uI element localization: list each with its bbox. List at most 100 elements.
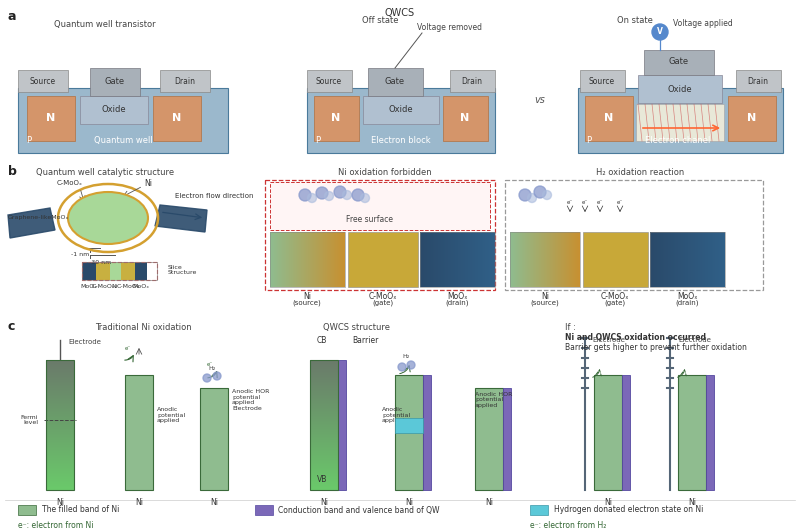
Bar: [660, 232, 661, 287]
Bar: [46, 444, 74, 445]
Bar: [538, 232, 539, 287]
Bar: [699, 232, 700, 287]
Bar: [310, 483, 338, 484]
Bar: [698, 232, 699, 287]
Text: e⁻: e⁻: [617, 200, 623, 205]
Text: P: P: [315, 136, 320, 145]
Text: (source): (source): [530, 299, 559, 305]
Bar: [476, 232, 477, 287]
Bar: [297, 232, 298, 287]
Bar: [707, 232, 708, 287]
Bar: [310, 430, 338, 431]
Bar: [310, 389, 338, 390]
Bar: [477, 232, 478, 287]
Bar: [305, 232, 306, 287]
Text: Electron flow direction: Electron flow direction: [175, 193, 254, 199]
Bar: [309, 232, 310, 287]
Bar: [333, 232, 334, 287]
Bar: [310, 360, 338, 361]
Bar: [46, 425, 74, 426]
Bar: [46, 438, 74, 439]
Bar: [310, 457, 338, 458]
Text: Ni: Ni: [405, 498, 413, 507]
Text: Quantum well catalytic structure: Quantum well catalytic structure: [36, 168, 174, 177]
Bar: [314, 96, 359, 141]
Bar: [46, 406, 74, 407]
Text: P: P: [26, 136, 31, 145]
Bar: [662, 232, 663, 287]
Bar: [310, 364, 338, 365]
Bar: [331, 232, 332, 287]
Text: MoOₓ: MoOₓ: [81, 284, 98, 289]
Bar: [685, 232, 686, 287]
Bar: [536, 232, 537, 287]
Bar: [545, 232, 546, 287]
Bar: [567, 232, 568, 287]
Bar: [722, 232, 723, 287]
Bar: [323, 232, 324, 287]
Bar: [46, 370, 74, 371]
Bar: [527, 232, 528, 287]
Bar: [46, 429, 74, 430]
Circle shape: [352, 189, 364, 201]
Bar: [542, 232, 543, 287]
Text: Ni: Ni: [688, 498, 696, 507]
Bar: [310, 439, 338, 440]
Bar: [484, 232, 485, 287]
Bar: [518, 232, 519, 287]
Bar: [443, 232, 444, 287]
Bar: [510, 232, 511, 287]
Bar: [46, 427, 74, 428]
Bar: [462, 232, 463, 287]
Bar: [529, 232, 530, 287]
Bar: [489, 232, 490, 287]
Bar: [310, 367, 338, 368]
Bar: [310, 375, 338, 376]
Bar: [721, 232, 722, 287]
Bar: [310, 406, 338, 407]
Text: Ni: Ni: [320, 498, 328, 507]
Circle shape: [652, 24, 668, 40]
Bar: [719, 232, 720, 287]
Bar: [460, 232, 461, 287]
Bar: [310, 450, 338, 451]
Bar: [46, 482, 74, 483]
Circle shape: [325, 191, 334, 200]
Bar: [310, 474, 338, 475]
Bar: [46, 393, 74, 394]
Text: Source: Source: [589, 76, 615, 85]
Bar: [46, 401, 74, 402]
Bar: [310, 444, 338, 445]
Bar: [310, 379, 338, 380]
Bar: [555, 232, 556, 287]
Bar: [426, 232, 427, 287]
Bar: [720, 232, 721, 287]
Bar: [46, 396, 74, 397]
Text: V: V: [657, 28, 663, 37]
Bar: [688, 232, 689, 287]
Bar: [46, 384, 74, 385]
Polygon shape: [8, 208, 55, 238]
Bar: [531, 232, 532, 287]
Bar: [679, 232, 680, 287]
Bar: [46, 416, 74, 417]
Bar: [329, 232, 330, 287]
Text: Hydrogen donated electron state on Ni: Hydrogen donated electron state on Ni: [554, 506, 703, 515]
Bar: [724, 232, 725, 287]
Bar: [543, 232, 544, 287]
Bar: [310, 482, 338, 483]
Bar: [563, 232, 564, 287]
Bar: [46, 467, 74, 468]
Bar: [654, 232, 655, 287]
Bar: [451, 232, 452, 287]
Text: (gate): (gate): [373, 299, 394, 305]
Bar: [310, 448, 338, 449]
Bar: [321, 232, 322, 287]
Bar: [310, 478, 338, 479]
Text: Source: Source: [30, 76, 56, 85]
Text: QWCS: QWCS: [385, 8, 415, 18]
Text: -1 nm: -1 nm: [71, 252, 89, 257]
Text: Gate: Gate: [385, 77, 405, 86]
Text: Voltage removed: Voltage removed: [417, 23, 482, 32]
Bar: [290, 232, 291, 287]
